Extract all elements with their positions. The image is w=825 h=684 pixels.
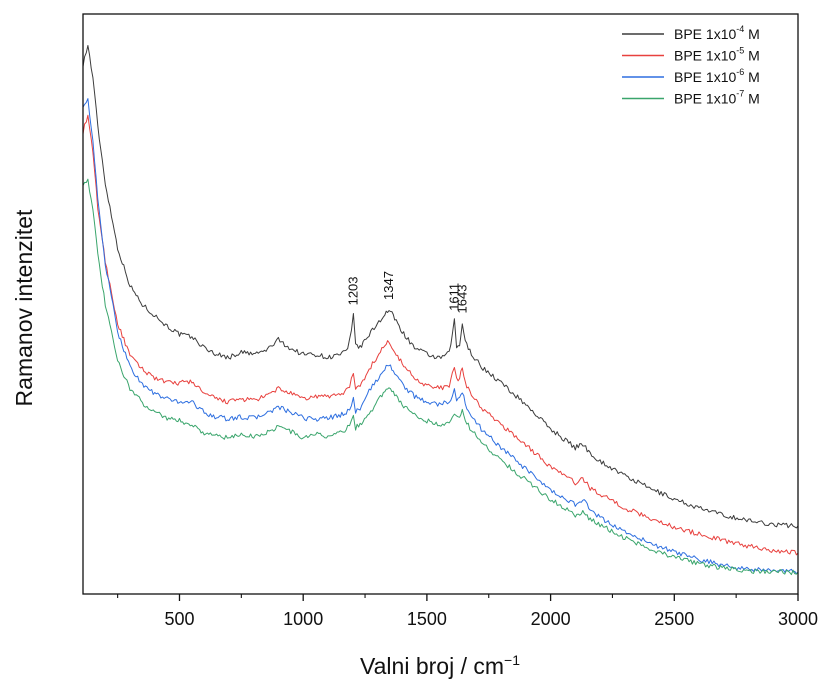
legend-label: BPE 1x10-5 M — [674, 46, 760, 64]
x-tick-label: 1000 — [283, 609, 323, 629]
peak-label: 1611 — [446, 283, 461, 311]
x-tick-label: 500 — [164, 609, 194, 629]
peak-label: 1347 — [381, 271, 396, 300]
peak-label: 1643 — [454, 285, 469, 314]
legend: BPE 1x10-4 M BPE 1x10-5 M BPE 1x10-6 M BPE … — [622, 24, 760, 107]
legend-label: BPE 1x10-6 M — [674, 67, 760, 85]
x-axis-title: Valni broj / cm−1 — [360, 652, 520, 679]
x-tick-label: 3000 — [778, 609, 818, 629]
legend-label: BPE 1x10-7 M — [674, 89, 760, 107]
series-line-2 — [82, 114, 799, 556]
series-layer — [82, 45, 799, 576]
plot-frame — [82, 13, 799, 595]
x-tick-label: 2500 — [654, 609, 694, 629]
x-tick-label: 1500 — [407, 609, 447, 629]
legend-label: BPE 1x10-4 M — [674, 24, 760, 42]
series-line-3 — [82, 98, 799, 575]
x-axis-ticks: 500 1000 1500 2000 2500 3000 — [117, 594, 818, 629]
series-line-4 — [82, 178, 799, 576]
series-line-1 — [82, 45, 799, 529]
y-axis-title: Ramanov intenzitet — [11, 209, 37, 406]
x-tick-label: 2000 — [531, 609, 571, 629]
peak-label: 1203 — [345, 276, 360, 305]
